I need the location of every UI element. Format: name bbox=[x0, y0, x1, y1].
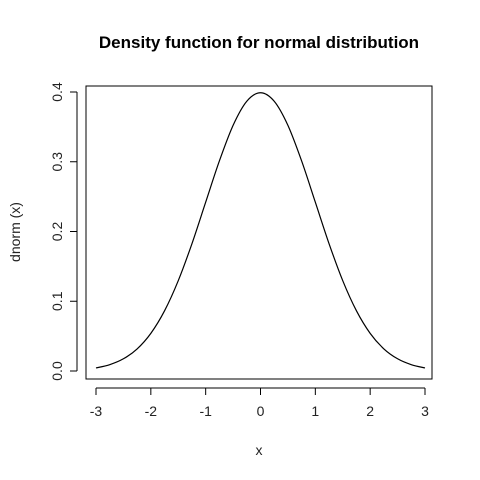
density-curve bbox=[95, 92, 426, 369]
y-axis: 0.0 0.1 0.2 0.3 0.4 bbox=[49, 82, 78, 381]
x-axis-label: x bbox=[256, 442, 263, 458]
x-tick-label: -2 bbox=[145, 403, 158, 419]
x-axis: -3 -2 -1 0 1 2 3 bbox=[90, 387, 429, 419]
chart-title: Density function for normal distribution bbox=[99, 33, 419, 52]
x-tick-label: -1 bbox=[199, 403, 212, 419]
y-tick-label: 0.3 bbox=[49, 152, 65, 172]
y-axis-label: dnorm (x) bbox=[7, 202, 23, 262]
x-tick-label: -3 bbox=[90, 403, 103, 419]
x-tick-label: 3 bbox=[421, 403, 429, 419]
y-tick-label: 0.4 bbox=[49, 82, 65, 102]
x-tick-label: 0 bbox=[257, 403, 265, 419]
y-tick-label: 0.0 bbox=[49, 361, 65, 381]
x-tick-label: 1 bbox=[311, 403, 319, 419]
plot-area-border bbox=[85, 85, 433, 380]
x-tick-label: 2 bbox=[366, 403, 374, 419]
y-tick-label: 0.2 bbox=[49, 222, 65, 242]
y-tick-label: 0.1 bbox=[49, 291, 65, 311]
